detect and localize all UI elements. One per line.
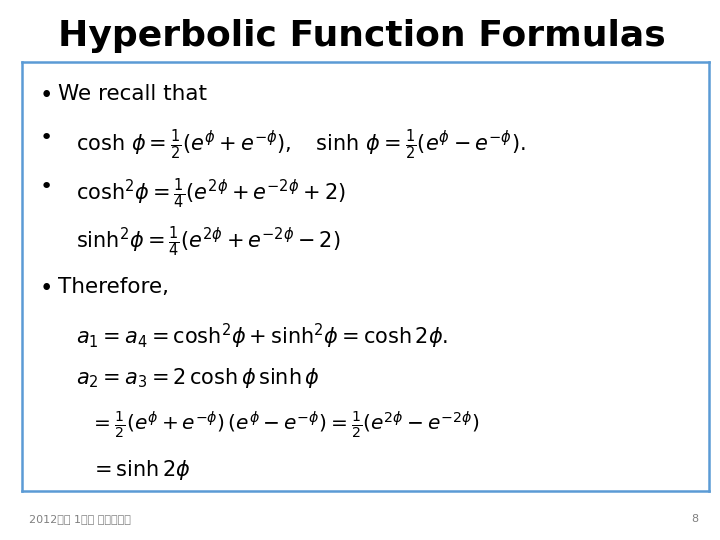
- Text: $\cosh^2\!\phi = \frac{1}{4}(e^{2\phi}+e^{-2\phi}+2)$: $\cosh^2\!\phi = \frac{1}{4}(e^{2\phi}+e…: [76, 177, 346, 211]
- Text: •: •: [40, 277, 53, 300]
- Text: $\sinh^2\!\phi = \frac{1}{4}(e^{2\phi}+e^{-2\phi}-2)$: $\sinh^2\!\phi = \frac{1}{4}(e^{2\phi}+e…: [76, 224, 340, 259]
- Text: •: •: [40, 128, 53, 148]
- Text: $=\sinh 2\phi$: $=\sinh 2\phi$: [90, 458, 191, 482]
- Text: 8: 8: [691, 514, 698, 524]
- Text: 2012년도 1학기 극곳진그그: 2012년도 1학기 극곳진그그: [29, 514, 130, 524]
- Text: •: •: [40, 177, 53, 197]
- Text: •: •: [40, 84, 53, 107]
- Text: $=\frac{1}{2}(e^{\phi}+e^{-\phi})\,(e^{\phi}-e^{-\phi})=\frac{1}{2}(e^{2\phi}-e^: $=\frac{1}{2}(e^{\phi}+e^{-\phi})\,(e^{\…: [90, 410, 480, 441]
- Text: Hyperbolic Function Formulas: Hyperbolic Function Formulas: [58, 19, 665, 53]
- Text: Therefore,: Therefore,: [58, 277, 168, 297]
- Text: $a_2{=}a_3 = 2\,\cosh\phi\,\sinh\phi$: $a_2{=}a_3 = 2\,\cosh\phi\,\sinh\phi$: [76, 366, 320, 390]
- Text: We recall that: We recall that: [58, 84, 207, 104]
- Text: $a_1{=}a_4 = \cosh^2\!\phi + \sinh^2\!\phi = \cosh 2\phi.$: $a_1{=}a_4 = \cosh^2\!\phi + \sinh^2\!\p…: [76, 322, 448, 351]
- Text: $\cosh\,\phi=\frac{1}{2}(e^{\phi}+e^{-\phi}),\quad \sinh\,\phi=\frac{1}{2}(e^{\p: $\cosh\,\phi=\frac{1}{2}(e^{\phi}+e^{-\p…: [76, 128, 525, 163]
